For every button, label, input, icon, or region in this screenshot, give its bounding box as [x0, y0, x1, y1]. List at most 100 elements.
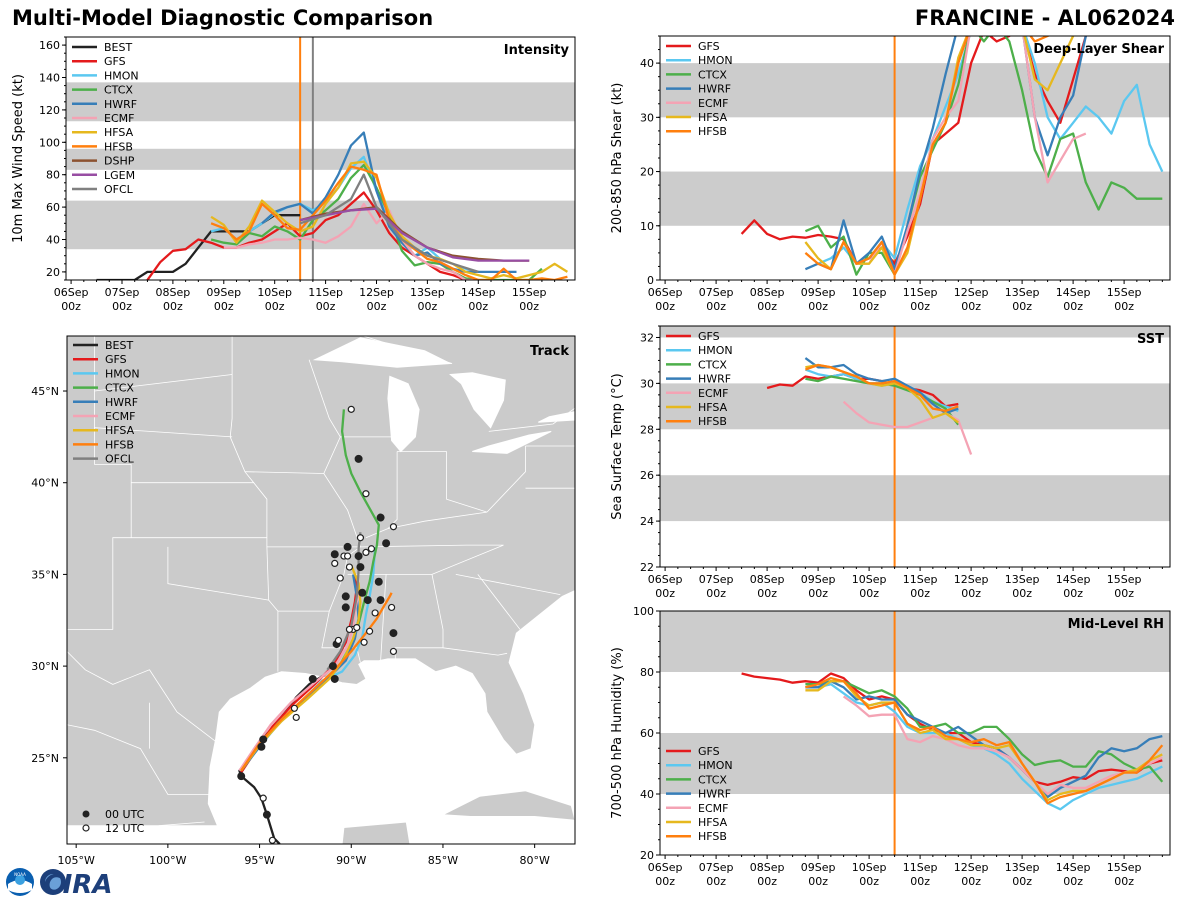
shear-title: Deep-Layer Shear: [1033, 42, 1164, 57]
page-title: Multi-Model Diagnostic Comparison: [12, 6, 434, 30]
intensity-ytick-label: 60: [46, 201, 60, 214]
track-legend-label-hmon: HMON: [105, 367, 140, 380]
rh-xtick-label-hour: 00z: [859, 875, 879, 888]
track-ytick-label: 30°N: [31, 660, 59, 673]
intensity-xtick-label-hour: 00z: [61, 300, 81, 313]
track-marker-12utc: [353, 623, 361, 632]
intensity-xtick-label-hour: 00z: [468, 300, 488, 313]
shear-threshold-band: [660, 63, 1170, 118]
track-ytick-label: 40°N: [31, 477, 59, 490]
intensity-legend-label-gfs: GFS: [104, 55, 126, 68]
sst-xtick-label-hour: 00z: [961, 587, 981, 600]
land-mass: [67, 336, 575, 827]
sst-legend-label-ecmf: ECMF: [698, 387, 728, 400]
track-legend-label-best: BEST: [105, 339, 133, 352]
intensity-xtick-label-hour: 00z: [417, 300, 437, 313]
rh-xtick-label-hour: 00z: [808, 875, 828, 888]
track-marker-12utc: [367, 545, 376, 553]
sst-legend-label-hfsa: HFSA: [698, 401, 728, 414]
shear-xtick-label-hour: 00z: [706, 300, 726, 313]
intensity-legend-label-hfsa: HFSA: [104, 126, 134, 139]
shear-xtick-label-date: 09Sep: [801, 286, 836, 299]
track-marker-00utc: [358, 588, 367, 597]
track-plot-area: [67, 336, 575, 844]
state-border: [167, 546, 269, 601]
shear-ytick-label: 20: [640, 166, 654, 179]
shear-ytick-label: 30: [640, 111, 654, 124]
rh-legend-label-hfsa: HFSA: [698, 816, 728, 829]
sst-legend-label-gfs: GFS: [698, 330, 720, 343]
track-marker-00utc: [376, 513, 385, 522]
shear-xtick-label-date: 06Sep: [648, 286, 683, 299]
track-xtick-label: 85°W: [428, 854, 458, 867]
rh-title: Mid-Level RH: [1068, 617, 1164, 632]
state-border: [477, 574, 521, 630]
shear-xtick-label-hour: 00z: [859, 300, 879, 313]
track-marker-00utc: [389, 629, 398, 638]
track-marker-12utc: [336, 574, 344, 582]
rh-ytick-label: 20: [640, 849, 654, 862]
track-legend-label-ctcx: CTCX: [105, 382, 134, 395]
lake: [449, 372, 506, 429]
intensity-ytick-label: 100: [39, 136, 60, 149]
rh-xtick-label-date: 08Sep: [750, 861, 785, 874]
track-marker-12utc: [360, 638, 368, 646]
track-marker-00utc: [343, 542, 352, 551]
intensity-legend-label-lgem: LGEM: [104, 169, 135, 182]
intensity-legend-label-ofcl: OFCL: [104, 183, 134, 196]
rh-xtick-label-date: 06Sep: [648, 861, 683, 874]
intensity-ytick-label: 140: [39, 72, 60, 85]
intensity-xtick-label-hour: 00z: [316, 300, 336, 313]
rh-xtick-label-hour: 00z: [1114, 875, 1134, 888]
rh-xtick-label-date: 12Sep: [954, 861, 989, 874]
shear-xtick-label-date: 14Sep: [1056, 286, 1091, 299]
shear-xtick-label-hour: 00z: [808, 300, 828, 313]
track-xtick-label: 90°W: [336, 854, 366, 867]
cira-logo: NOAA CIRA: [6, 868, 112, 898]
track-marker-12utc: [356, 534, 365, 542]
track-legend-marker-00utc: [82, 810, 90, 818]
sst-ytick-label: 24: [640, 515, 654, 528]
intensity-legend-label-best: BEST: [104, 41, 132, 54]
sst-xtick-label-date: 08Sep: [750, 573, 785, 586]
island: [441, 790, 575, 821]
intensity-chart: 2040608010012014016006Sep00z07Sep00z08Se…: [11, 36, 576, 313]
sst-xtick-label-hour: 00z: [859, 587, 879, 600]
state-border: [442, 647, 508, 656]
shear-legend-label-gfs: GFS: [698, 40, 720, 53]
shear-legend-label-ecmf: ECMF: [698, 97, 728, 110]
track-legend-label-hwrf: HWRF: [105, 396, 138, 409]
track-marker-12utc: [371, 609, 379, 617]
track-xtick-label: 95°W: [244, 854, 274, 867]
track-marker-00utc: [354, 454, 363, 463]
rh-xtick-label-hour: 00z: [1063, 875, 1083, 888]
state-border: [380, 574, 387, 661]
track-series-ofcl: [326, 532, 362, 671]
intensity-legend-label-ctcx: CTCX: [104, 84, 133, 97]
rh-xtick-label-date: 11Sep: [903, 861, 938, 874]
sst-legend-label-hfsb: HFSB: [698, 415, 727, 428]
intensity-xtick-label-date: 11Sep: [308, 286, 343, 299]
track-marker-12utc: [345, 625, 354, 634]
rh-ytick-label: 100: [633, 605, 654, 618]
sst-plot-area: [660, 326, 1170, 567]
rh-xtick-label-hour: 00z: [655, 875, 675, 888]
rh-plot-area: [660, 611, 1170, 855]
shear-legend-label-hfsa: HFSA: [698, 111, 728, 124]
track-marker-12utc: [362, 490, 370, 498]
track-marker-12utc: [292, 713, 300, 722]
rh-legend-label-ecmf: ECMF: [698, 802, 728, 815]
track-legend-marker-12utc: [82, 824, 90, 832]
intensity-xtick-label-hour: 00z: [519, 300, 539, 313]
track-marker-12utc: [343, 552, 352, 560]
rh-legend-label-hmon: HMON: [698, 759, 733, 772]
noaa-logo: NOAA: [6, 868, 34, 896]
track-legend-label-hfsb: HFSB: [105, 438, 134, 451]
shear-xtick-label-date: 07Sep: [699, 286, 734, 299]
intensity-xtick-label-date: 14Sep: [461, 286, 496, 299]
sst-legend-label-hwrf: HWRF: [698, 373, 731, 386]
track-ytick-label: 45°N: [31, 385, 59, 398]
lake: [312, 337, 453, 368]
rh-chart: 2040608010006Sep00z07Sep00z08Sep00z09Sep…: [610, 605, 1171, 888]
state-border: [488, 407, 575, 432]
